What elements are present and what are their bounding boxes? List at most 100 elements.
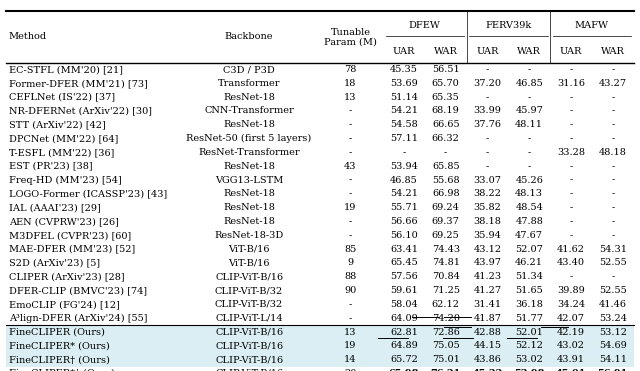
Text: 42.88: 42.88	[474, 328, 501, 336]
Text: 62.81: 62.81	[390, 328, 418, 336]
Text: -: -	[349, 175, 352, 184]
Text: 66.32: 66.32	[432, 134, 460, 143]
Text: VGG13-LSTM: VGG13-LSTM	[215, 175, 284, 184]
Text: 66.98: 66.98	[432, 189, 460, 198]
Text: -: -	[403, 148, 406, 157]
Text: AEN (CVPRW'23) [26]: AEN (CVPRW'23) [26]	[9, 217, 119, 226]
Text: 69.25: 69.25	[432, 231, 460, 240]
Text: MAE-DFER (MM'23) [52]: MAE-DFER (MM'23) [52]	[9, 244, 135, 254]
Text: 65.72: 65.72	[390, 355, 418, 364]
Text: EmoCLIP (FG'24) [12]: EmoCLIP (FG'24) [12]	[9, 300, 120, 309]
Text: -: -	[486, 65, 489, 74]
Text: 43.40: 43.40	[557, 259, 585, 267]
Text: -: -	[349, 189, 352, 198]
Text: 65.85: 65.85	[432, 162, 460, 171]
Text: NR-DFERNet (ArXiv'22) [30]: NR-DFERNet (ArXiv'22) [30]	[9, 106, 152, 115]
Text: 33.07: 33.07	[474, 175, 502, 184]
Text: ResNet-18: ResNet-18	[223, 203, 275, 212]
Text: 48.13: 48.13	[515, 189, 543, 198]
Text: -: -	[527, 93, 531, 102]
Text: 74.43: 74.43	[431, 244, 460, 254]
Text: 66.65: 66.65	[432, 120, 460, 129]
Text: FineCLIPER† (Ours): FineCLIPER† (Ours)	[9, 355, 110, 364]
Text: 19: 19	[344, 203, 356, 212]
Text: A³lign-DFER (ArXiv'24) [55]: A³lign-DFER (ArXiv'24) [55]	[9, 313, 147, 323]
Text: 54.69: 54.69	[599, 341, 627, 350]
Text: Freq-HD (MM'23) [54]: Freq-HD (MM'23) [54]	[9, 175, 122, 185]
Text: UAR: UAR	[560, 47, 582, 56]
Text: 41.62: 41.62	[557, 244, 585, 254]
Text: 43.27: 43.27	[598, 79, 627, 88]
Text: 52.55: 52.55	[599, 259, 627, 267]
Text: S2D (ArXiv'23) [5]: S2D (ArXiv'23) [5]	[9, 259, 100, 267]
Text: 34.24: 34.24	[557, 300, 585, 309]
Text: -: -	[570, 175, 573, 184]
Text: M3DFEL (CVPR'23) [60]: M3DFEL (CVPR'23) [60]	[9, 231, 131, 240]
Text: 69.37: 69.37	[432, 217, 460, 226]
Text: Backbone: Backbone	[225, 32, 273, 41]
Text: CLIP-ViT-L/14: CLIP-ViT-L/14	[215, 314, 283, 323]
Text: -: -	[611, 231, 614, 240]
Text: 51.65: 51.65	[515, 286, 543, 295]
Text: ResNet-18: ResNet-18	[223, 189, 275, 198]
Text: -: -	[570, 120, 573, 129]
Text: 35.94: 35.94	[474, 231, 501, 240]
Text: -: -	[527, 65, 531, 74]
Text: 43: 43	[344, 162, 356, 171]
Text: STT (ArXiv'22) [42]: STT (ArXiv'22) [42]	[9, 120, 106, 129]
Text: CLIP-ViT-B/32: CLIP-ViT-B/32	[215, 286, 284, 295]
Text: 65.70: 65.70	[432, 79, 460, 88]
Text: -: -	[349, 120, 352, 129]
Text: -: -	[486, 93, 489, 102]
Text: 56.91: 56.91	[598, 369, 628, 371]
Text: -: -	[349, 134, 352, 143]
Text: 53.98: 53.98	[514, 369, 545, 371]
Text: CNN-Transformer: CNN-Transformer	[204, 106, 294, 115]
Text: 72.86: 72.86	[432, 328, 460, 336]
Text: ResNet-Transformer: ResNet-Transformer	[198, 148, 300, 157]
Text: 20: 20	[344, 369, 356, 371]
Bar	[6, 353, 634, 367]
Text: 64.89: 64.89	[390, 341, 418, 350]
Text: 13: 13	[344, 93, 356, 102]
Text: CLIP-ViT-B/16: CLIP-ViT-B/16	[215, 369, 283, 371]
Text: C3D / P3D: C3D / P3D	[223, 65, 275, 74]
Text: -: -	[570, 203, 573, 212]
Text: CLIP-ViT-B/16: CLIP-ViT-B/16	[215, 341, 283, 350]
Text: 64.09: 64.09	[390, 314, 418, 323]
Text: -: -	[611, 162, 614, 171]
Text: ResNet-18: ResNet-18	[223, 162, 275, 171]
Text: ViT-B/16: ViT-B/16	[228, 259, 270, 267]
Text: 74.81: 74.81	[432, 259, 460, 267]
Text: CLIP-ViT-B/32: CLIP-ViT-B/32	[215, 300, 284, 309]
Text: -: -	[349, 231, 352, 240]
Text: 41.46: 41.46	[599, 300, 627, 309]
Text: 14: 14	[344, 355, 356, 364]
Text: Transformer: Transformer	[218, 79, 280, 88]
Text: 31.16: 31.16	[557, 79, 585, 88]
Text: -: -	[349, 300, 352, 309]
Text: 53.94: 53.94	[390, 162, 418, 171]
Text: -: -	[611, 272, 614, 281]
Text: EST (PR'23) [38]: EST (PR'23) [38]	[9, 162, 93, 171]
Text: 46.21: 46.21	[515, 259, 543, 267]
Text: 57.11: 57.11	[390, 134, 418, 143]
Bar	[6, 325, 634, 339]
Text: Former-DFER (MM'21) [73]: Former-DFER (MM'21) [73]	[9, 79, 148, 88]
Text: 9: 9	[348, 259, 353, 267]
Text: 47.88: 47.88	[515, 217, 543, 226]
Text: 46.85: 46.85	[515, 79, 543, 88]
Text: 75.01: 75.01	[432, 355, 460, 364]
Text: 75.05: 75.05	[432, 341, 460, 350]
Text: 74.20: 74.20	[432, 314, 460, 323]
Text: FineCLIPER (Ours): FineCLIPER (Ours)	[9, 328, 105, 336]
Text: -: -	[486, 134, 489, 143]
Text: 55.71: 55.71	[390, 203, 418, 212]
Text: 42.07: 42.07	[557, 314, 585, 323]
Text: 37.76: 37.76	[474, 120, 502, 129]
Text: 65.98: 65.98	[388, 369, 419, 371]
Text: 43.97: 43.97	[474, 259, 502, 267]
Text: -: -	[611, 93, 614, 102]
Text: 37.20: 37.20	[474, 79, 502, 88]
Text: WAR: WAR	[517, 47, 541, 56]
